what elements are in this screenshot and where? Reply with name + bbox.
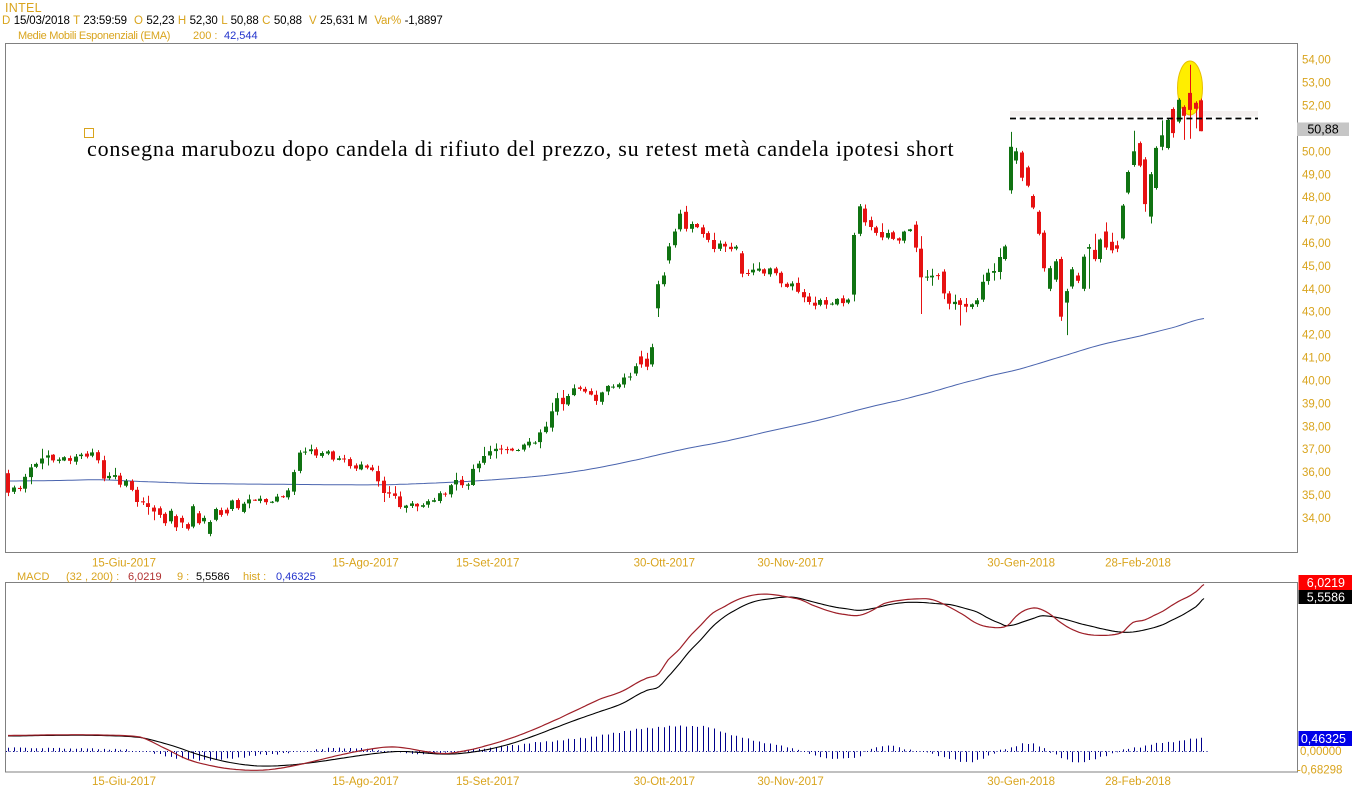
- svg-text:42,00: 42,00: [1302, 330, 1331, 342]
- svg-text:49,00: 49,00: [1302, 169, 1331, 181]
- svg-text:30-Nov-2017: 30-Nov-2017: [757, 558, 823, 570]
- svg-text:52,00: 52,00: [1302, 101, 1331, 113]
- svg-text:39,00: 39,00: [1302, 398, 1331, 410]
- svg-text:46,00: 46,00: [1302, 238, 1331, 250]
- svg-text:45,00: 45,00: [1302, 261, 1331, 273]
- svg-text:15-Set-2017: 15-Set-2017: [456, 558, 519, 570]
- svg-text:15-Set-2017: 15-Set-2017: [456, 776, 519, 788]
- svg-text:30-Gen-2018: 30-Gen-2018: [987, 558, 1055, 570]
- svg-text:44,00: 44,00: [1302, 284, 1331, 296]
- svg-text:50,00: 50,00: [1302, 146, 1331, 158]
- svg-text:15-Ago-2017: 15-Ago-2017: [332, 776, 399, 788]
- svg-text:48,00: 48,00: [1302, 192, 1331, 204]
- svg-text:30-Ott-2017: 30-Ott-2017: [634, 558, 695, 570]
- svg-text:6,0219: 6,0219: [1307, 576, 1345, 590]
- svg-text:41,00: 41,00: [1302, 353, 1331, 365]
- svg-text:0,46325: 0,46325: [1301, 732, 1346, 746]
- svg-text:43,00: 43,00: [1302, 307, 1331, 319]
- svg-text:30-Ott-2017: 30-Ott-2017: [634, 776, 695, 788]
- svg-text:36,00: 36,00: [1302, 467, 1331, 479]
- svg-text:34,00: 34,00: [1302, 513, 1331, 525]
- svg-text:28-Feb-2018: 28-Feb-2018: [1105, 776, 1171, 788]
- svg-text:47,00: 47,00: [1302, 215, 1331, 227]
- svg-text:37,00: 37,00: [1302, 444, 1331, 456]
- svg-text:54,00: 54,00: [1302, 55, 1331, 67]
- svg-text:0,00000: 0,00000: [1300, 746, 1342, 758]
- svg-text:-0,68298: -0,68298: [1297, 765, 1342, 777]
- svg-text:38,00: 38,00: [1302, 421, 1331, 433]
- svg-text:30-Gen-2018: 30-Gen-2018: [987, 776, 1055, 788]
- svg-text:5,5586: 5,5586: [1307, 591, 1345, 605]
- svg-text:50,88: 50,88: [1307, 123, 1338, 137]
- svg-text:15-Ago-2017: 15-Ago-2017: [332, 558, 399, 570]
- svg-text:28-Feb-2018: 28-Feb-2018: [1105, 558, 1171, 570]
- svg-text:30-Nov-2017: 30-Nov-2017: [757, 776, 823, 788]
- svg-text:53,00: 53,00: [1302, 78, 1331, 90]
- svg-text:35,00: 35,00: [1302, 490, 1331, 502]
- svg-text:15-Giu-2017: 15-Giu-2017: [92, 558, 156, 570]
- svg-text:40,00: 40,00: [1302, 375, 1331, 387]
- svg-text:15-Giu-2017: 15-Giu-2017: [92, 776, 156, 788]
